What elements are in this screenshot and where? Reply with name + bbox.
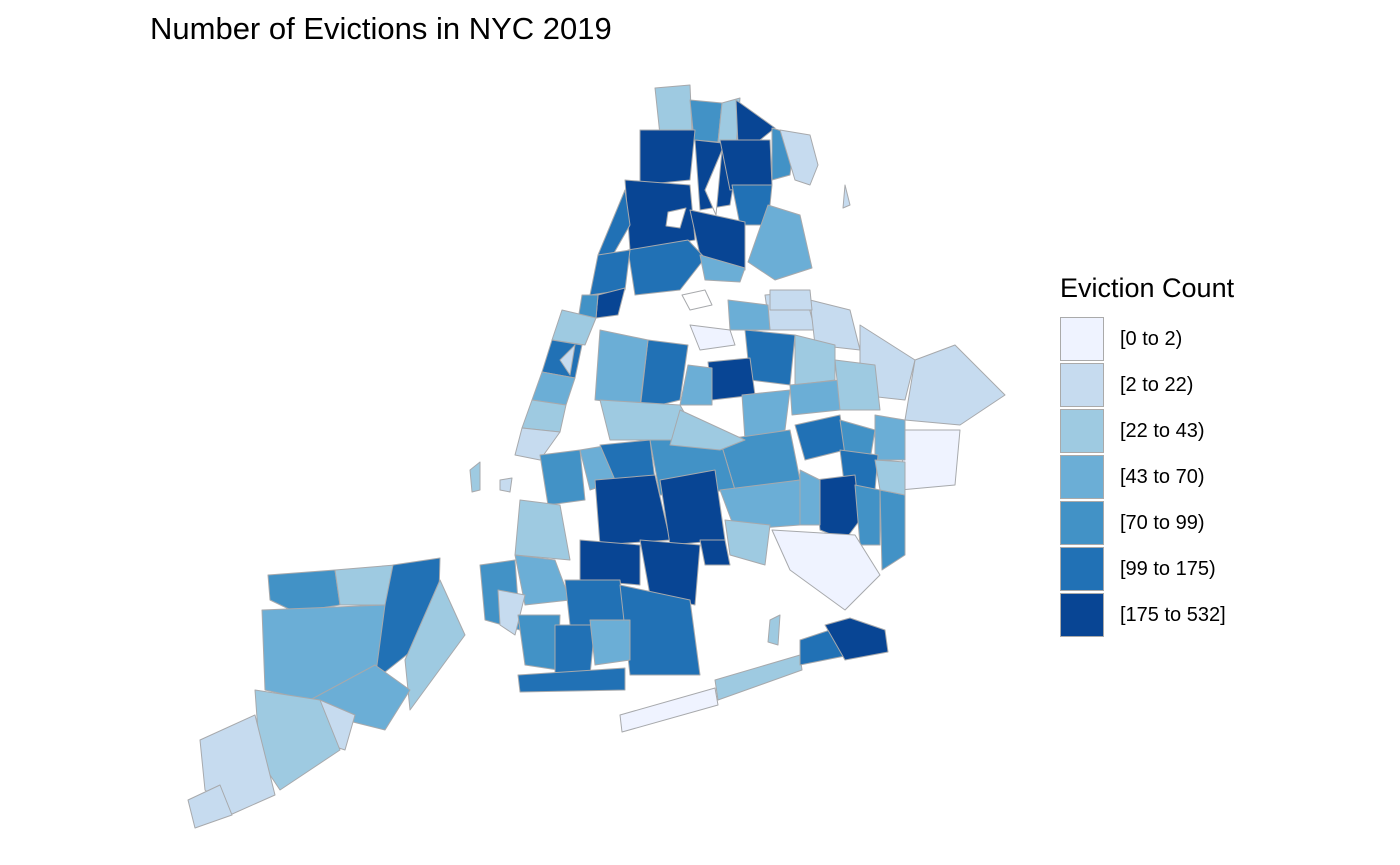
map-title: Number of Evictions in NYC 2019 — [150, 11, 612, 46]
manhattan-zone — [521, 399, 567, 433]
legend-label: [70 to 99) — [1120, 511, 1205, 534]
legend-swatch — [1060, 455, 1104, 499]
bronx-zone — [735, 99, 776, 146]
roosevelt-island — [559, 344, 576, 376]
legend-item: [43 to 70) — [1060, 454, 1234, 500]
bronx-zone — [689, 209, 746, 271]
legend-label: [43 to 70) — [1120, 465, 1205, 488]
manhattan-zone — [551, 309, 597, 346]
bronx-zone — [842, 184, 851, 209]
brooklyn-zone — [514, 499, 571, 561]
legend-label: [2 to 22) — [1120, 373, 1194, 396]
queens-zone — [594, 329, 649, 406]
brooklyn-zone — [639, 539, 701, 606]
manhattan-zone — [597, 189, 631, 261]
legend-item: [2 to 22) — [1060, 362, 1234, 408]
queens-zone — [669, 409, 746, 451]
bronx-zone — [747, 204, 813, 281]
queens-zone — [741, 389, 791, 441]
legend-swatch — [1060, 409, 1104, 453]
queens-zone — [874, 459, 906, 496]
staten-island-zone — [267, 569, 341, 613]
queens-zone — [814, 474, 861, 541]
legend-swatch — [1060, 317, 1104, 361]
brooklyn-zone — [589, 619, 631, 666]
queens-region — [594, 289, 1006, 611]
bronx-zone — [627, 239, 706, 296]
queens-zone — [794, 414, 846, 461]
legend: Eviction Count [0 to 2) [2 to 22) [22 to… — [1060, 270, 1234, 638]
legend-label: [175 to 532] — [1120, 603, 1226, 626]
queens-zone — [874, 414, 906, 461]
brooklyn-zone — [554, 624, 596, 676]
bronx-park — [704, 149, 723, 216]
bronx-zone — [624, 179, 696, 251]
legend-item: [175 to 532] — [1060, 592, 1234, 638]
legend-swatch — [1060, 363, 1104, 407]
governors-island — [499, 477, 513, 493]
brooklyn-zone — [517, 667, 626, 693]
legend-swatch — [1060, 547, 1104, 591]
bronx-zone — [699, 254, 746, 283]
queens-zone — [834, 359, 881, 411]
queens-zone — [724, 519, 771, 566]
queens-zone — [904, 344, 1006, 426]
queens-zone — [679, 364, 713, 406]
legend-item: [22 to 43) — [1060, 408, 1234, 454]
liberty-island — [469, 461, 481, 493]
legend-item: [70 to 99) — [1060, 500, 1234, 546]
rockaway-zone — [714, 654, 803, 701]
legend-title: Eviction Count — [1060, 273, 1235, 303]
legend-item: [99 to 175) — [1060, 546, 1234, 592]
brooklyn-zone — [517, 614, 561, 671]
legend-label: [22 to 43) — [1120, 419, 1205, 442]
legend-swatch — [1060, 501, 1104, 545]
queens-zone — [854, 484, 881, 546]
brooklyn-region — [479, 439, 731, 693]
queens-zone — [727, 299, 771, 331]
manhattan-zone — [589, 249, 631, 296]
staten-island-zone — [404, 579, 466, 711]
manhattan-zone — [531, 371, 576, 406]
rockaway-zone — [824, 617, 889, 661]
queens-zone — [879, 489, 906, 571]
brooklyn-zone — [564, 579, 626, 626]
staten-island-zone — [187, 784, 233, 829]
bronx-zone — [654, 84, 693, 136]
legend-label: [99 to 175) — [1120, 557, 1216, 580]
laguardia-airport — [769, 289, 813, 311]
brooklyn-zone — [699, 539, 731, 566]
bronx-zone — [779, 129, 819, 186]
rockaways-region — [619, 614, 889, 733]
bronx-zone — [639, 129, 696, 186]
small-islands — [469, 289, 713, 493]
rikers-island — [681, 289, 713, 311]
broad-channel — [767, 614, 781, 646]
staten-island-region — [187, 557, 466, 829]
manhattan-region — [514, 189, 631, 461]
brooklyn-zone — [659, 469, 726, 546]
manhattan-zone — [514, 427, 561, 461]
rockaway-zone — [619, 687, 719, 733]
legend-item: [0 to 2) — [1060, 316, 1234, 362]
legend-label: [0 to 2) — [1120, 327, 1183, 350]
brooklyn-zone — [539, 449, 586, 506]
queens-zone — [707, 357, 756, 401]
queens-zone — [789, 379, 841, 416]
queens-zone — [899, 429, 961, 491]
legend-swatch — [1060, 593, 1104, 637]
brooklyn-zone — [579, 539, 641, 586]
queens-zone — [799, 469, 821, 526]
queens-zone — [689, 324, 736, 351]
bronx-region — [624, 84, 851, 296]
brooklyn-zone — [497, 589, 526, 636]
jfk-airport — [771, 529, 881, 611]
bronx-park — [665, 207, 687, 229]
